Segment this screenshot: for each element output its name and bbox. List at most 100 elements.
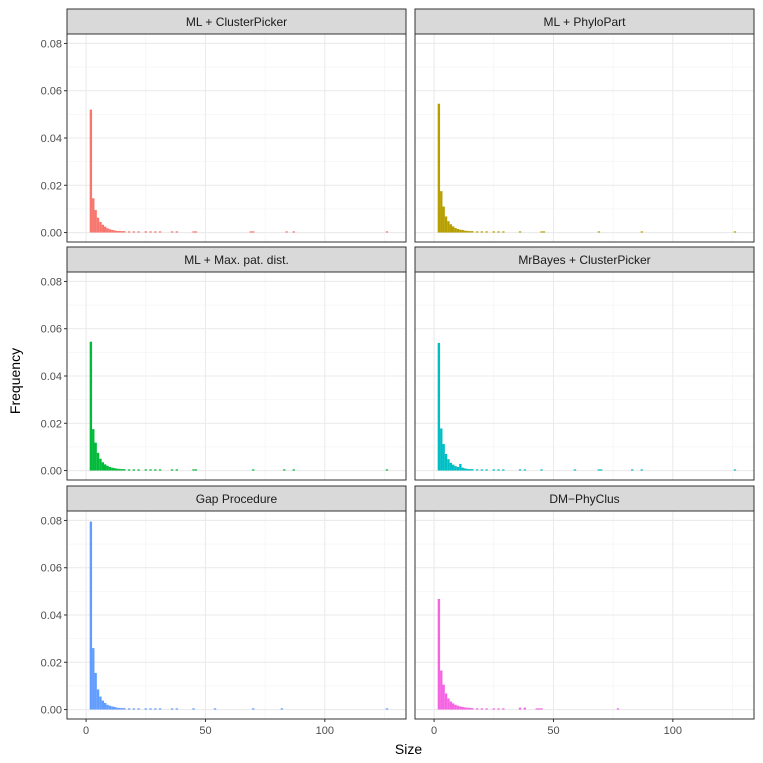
histogram-bar [123,708,126,710]
histogram-bar [127,708,131,710]
histogram-bar [454,704,457,710]
y-tick-label: 0.08 [41,276,62,288]
histogram-bar [252,708,255,710]
histogram-bar [252,231,255,233]
x-tick-label: 100 [664,725,682,737]
histogram-bar [96,452,100,471]
histogram-bar [442,684,445,710]
histogram-bar [492,469,495,471]
histogram-bar [459,463,462,471]
histogram-bar [106,704,109,710]
histogram-bar [104,226,107,233]
y-tick-label: 0.04 [41,133,62,145]
y-tick-label: 0.02 [41,180,62,192]
y-tick-label: 0.08 [41,515,62,527]
histogram-bar [631,469,634,471]
histogram-bar [540,231,543,233]
histogram-bar [123,231,126,233]
histogram-bar [99,696,102,710]
histogram-bar [92,429,95,471]
histogram-bar [573,469,577,471]
histogram-bar [640,469,643,471]
histogram-bar [597,231,601,233]
histogram-bar [452,226,455,233]
facet-strip-label: ML + ClusterPicker [186,15,287,29]
histogram-bar [194,231,198,233]
histogram-bar [456,705,460,710]
histogram-bar [437,103,441,233]
histogram-bar [111,706,114,710]
histogram-bar [733,469,737,471]
histogram-bar [480,231,484,233]
histogram-bar [137,469,140,471]
histogram-bar [113,706,116,710]
histogram-bar [120,708,124,710]
histogram-bar [149,469,152,471]
histogram-bar [485,469,488,471]
histogram-bar [118,707,121,710]
histogram-bar [540,708,543,710]
histogram-bar [132,708,136,710]
histogram-bar [454,228,457,233]
histogram-bar [118,468,121,471]
histogram-bar [111,229,114,233]
facet-strip-label: DM−PhyClus [549,492,619,506]
histogram-bar [468,231,472,233]
histogram-bar [115,468,119,471]
histogram-bar [475,469,479,471]
histogram-bar [523,707,527,710]
histogram-bar [444,454,448,471]
facet-strip-label: ML + PhyloPart [544,15,627,29]
histogram-bar [452,464,455,471]
histogram-bar [104,702,107,710]
histogram-bar [471,231,474,233]
histogram-bar [120,231,124,233]
histogram-bar [471,708,474,710]
facet-panel: Gap Procedure 0.00 0.02 0.04 0.06 0.08 0 50 100 [41,485,407,737]
histogram-bar [99,458,102,471]
histogram-bar [442,444,445,471]
histogram-bar [144,231,147,233]
histogram-bar [123,469,126,471]
y-tick-label: 0.02 [41,657,62,669]
histogram-bar [463,468,467,471]
panel-border [414,271,755,481]
histogram-bar [99,221,102,233]
histogram-bar [449,224,453,233]
histogram-bar [144,708,147,710]
histogram-bar [454,466,457,471]
histogram-bar [442,206,445,233]
histogram-bar [616,708,620,710]
histogram-bar [154,231,157,233]
histogram-bar [492,231,495,233]
histogram-bar [540,469,543,471]
panel-border [414,33,755,243]
histogram-bar [733,231,737,233]
histogram-bar [444,216,448,233]
histogram-bar [175,469,179,471]
histogram-bar [475,231,479,233]
histogram-bar [170,231,174,233]
histogram-bar [461,706,464,710]
y-tick-label: 0.00 [41,466,62,478]
histogram-bar [600,469,603,471]
facet-panel: MrBayes + ClusterPicker [414,246,755,481]
histogram-bar [132,469,136,471]
histogram-bar [96,689,100,710]
histogram-bar [292,469,295,471]
y-tick-label: 0.02 [41,418,62,430]
histogram-bar [447,698,450,710]
histogram-bar [249,231,253,233]
y-tick-label: 0.06 [41,324,62,336]
x-tick-label: 50 [199,725,211,737]
histogram-bar [385,469,389,471]
histogram-bar [492,708,495,710]
histogram-bar [113,230,116,233]
histogram-bar [459,706,462,710]
histogram-bar [475,708,479,710]
y-tick-label: 0.06 [41,563,62,575]
histogram-bar [175,231,179,233]
panel-border [414,510,755,720]
histogram-bar [192,231,195,233]
